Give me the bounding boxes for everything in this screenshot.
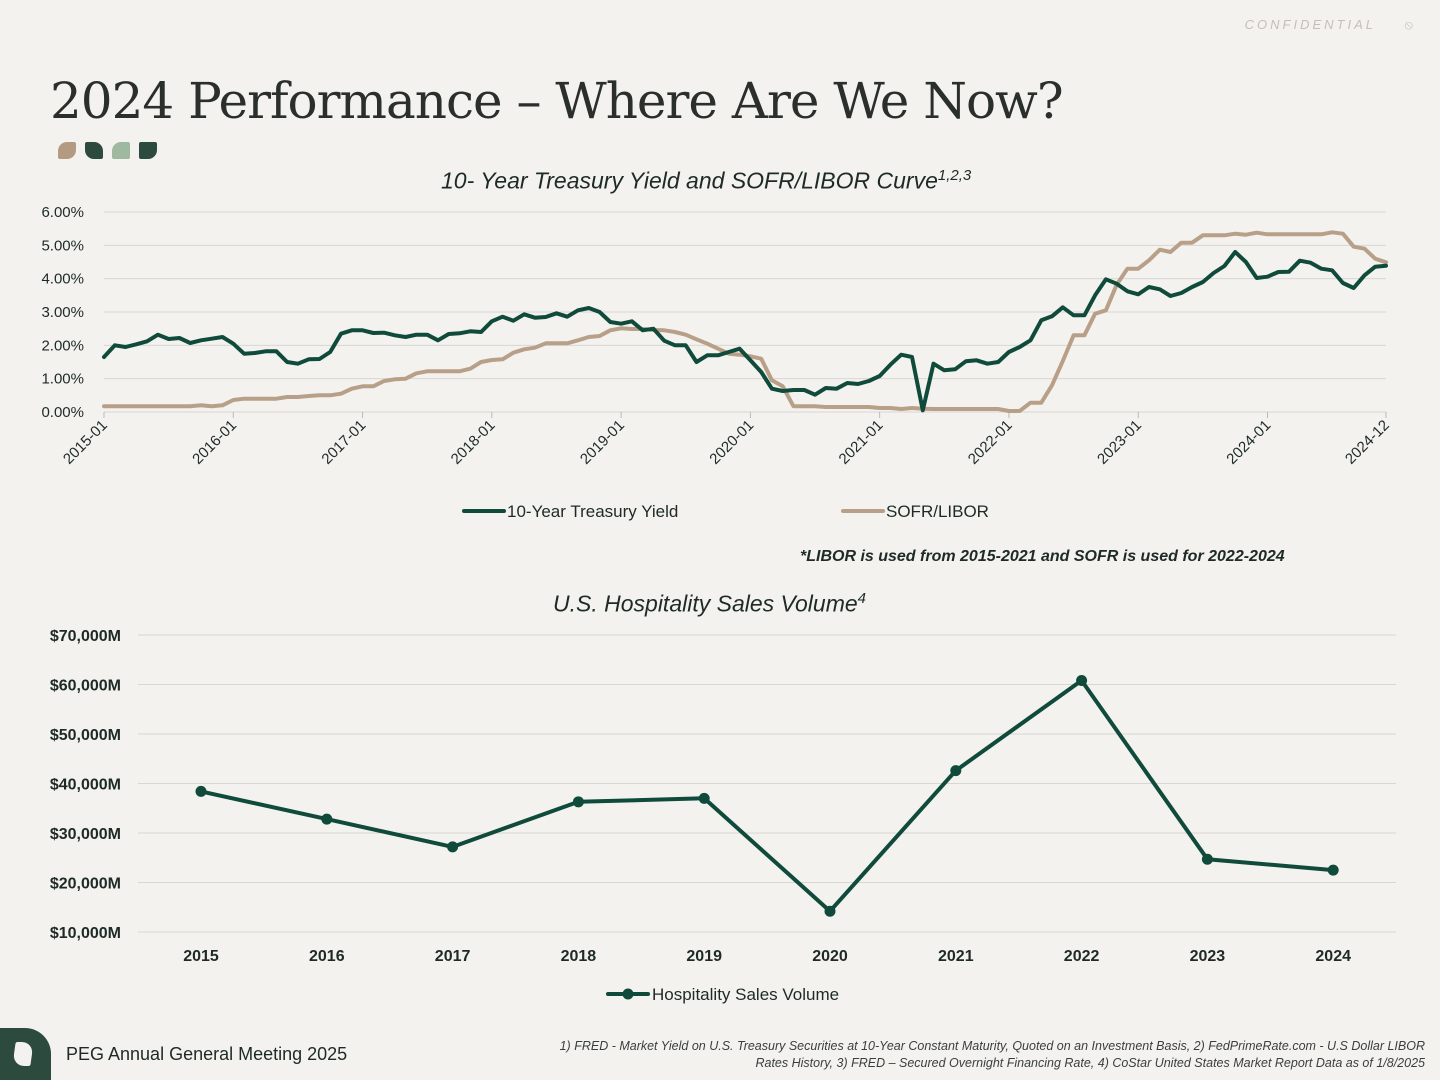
sales-volume-point: [1201, 853, 1213, 865]
x-tick-label: 2021-01: [836, 417, 887, 468]
sales-volume-point: [447, 841, 459, 853]
chart1-title: 10- Year Treasury Yield and SOFR/LIBOR C…: [441, 167, 971, 195]
leaf-swatch-1: [58, 142, 76, 159]
x-tick-label: 2017-01: [318, 417, 369, 468]
sales-volume-point: [1327, 864, 1339, 876]
x-tick-label: 2018: [561, 948, 597, 965]
x-tick-label: 2019: [686, 948, 722, 965]
sales-volume-point: [195, 785, 207, 797]
x-tick-label: 2024-12: [1342, 417, 1393, 468]
sales-volume-line: [200, 678, 1334, 914]
y-tick-label: $10,000M: [50, 925, 121, 942]
x-tick-label: 2015-01: [60, 417, 111, 468]
x-tick-label: 2022: [1064, 948, 1100, 965]
leaf-logo-icon: [12, 1042, 34, 1066]
libor-note: *LIBOR is used from 2015-2021 and SOFR i…: [800, 548, 1285, 565]
x-tick-label: 2019-01: [577, 417, 628, 468]
chart2-title-sup: 4: [857, 590, 867, 607]
x-tick-label: 2021: [938, 948, 974, 965]
sales-volume-point: [950, 765, 962, 777]
no-entry-icon: ⦸: [1404, 17, 1413, 32]
y-tick-label: 5.00%: [41, 237, 84, 254]
chart1-title-sup: 1,2,3: [937, 167, 972, 184]
x-tick-label: 2016-01: [189, 417, 240, 468]
y-tick-label: $20,000M: [50, 876, 121, 893]
y-tick-label: 2.00%: [41, 337, 84, 354]
decorative-swatches: [58, 142, 157, 159]
page-title: 2024 Performance – Where Are We Now?: [50, 72, 1064, 130]
x-tick-label: 2017: [435, 948, 471, 965]
y-tick-label: 0.00%: [41, 404, 84, 421]
leaf-swatch-2: [85, 142, 103, 159]
x-tick-label: 2023: [1190, 948, 1226, 965]
leaf-swatch-3: [112, 142, 130, 159]
y-tick-label: $50,000M: [50, 727, 121, 744]
footer-label: PEG Annual General Meeting 2025: [66, 1044, 348, 1064]
y-tick-label: 4.00%: [41, 271, 84, 288]
x-tick-label: 2016: [309, 948, 345, 965]
x-tick-label: 2022-01: [965, 417, 1016, 468]
y-tick-label: $40,000M: [50, 777, 121, 794]
x-tick-label: 2023-01: [1094, 417, 1145, 468]
sales-volume-point: [572, 796, 584, 808]
x-tick-label: 2015: [183, 948, 219, 965]
x-tick-label: 2020-01: [706, 417, 757, 468]
y-tick-label: $30,000M: [50, 826, 121, 843]
x-tick-label: 2020: [812, 948, 848, 965]
legend-label: Hospitality Sales Volume: [652, 985, 839, 1004]
legend-label: 10-Year Treasury Yield: [507, 502, 678, 521]
x-tick-label: 2024: [1315, 948, 1351, 965]
treasury-sofr-chart: 0.00% 1.00% 2.00% 3.00% 4.00% 5.00% 6.00% 2015-…: [41, 204, 1393, 521]
footer-sources: 1) FRED - Market Yield on U.S. Treasury …: [559, 1039, 1425, 1070]
confidential-label: CONFIDENTIAL: [1244, 17, 1376, 32]
leaf-swatch-4: [139, 142, 157, 159]
treasury-yield-line: [102, 250, 1388, 413]
chart1-title-text: 10- Year Treasury Yield and SOFR/LIBOR C…: [441, 167, 938, 194]
legend-marker: [622, 988, 634, 1000]
chart2-title: U.S. Hospitality Sales Volume4: [553, 590, 866, 618]
y-tick-label: $70,000M: [50, 628, 121, 645]
y-tick-label: 1.00%: [41, 371, 84, 388]
sales-volume-point: [1076, 675, 1088, 687]
hospitality-sales-chart: $10,000M $20,000M $30,000M $40,000M $50,000M…: [50, 628, 1396, 1004]
x-tick-label: 2024-01: [1223, 417, 1274, 468]
sofr-libor-line: [102, 230, 1388, 413]
sales-volume-point: [824, 905, 836, 917]
sales-volume-point: [698, 792, 710, 804]
y-tick-label: $60,000M: [50, 678, 121, 695]
y-tick-label: 6.00%: [41, 204, 84, 221]
x-tick-label: 2018-01: [448, 417, 499, 468]
footer-logo: [0, 1028, 51, 1080]
sales-volume-point: [321, 813, 333, 825]
legend-label: SOFR/LIBOR: [886, 502, 989, 521]
y-tick-label: 3.00%: [41, 304, 84, 321]
chart2-title-text: U.S. Hospitality Sales Volume: [553, 590, 858, 617]
